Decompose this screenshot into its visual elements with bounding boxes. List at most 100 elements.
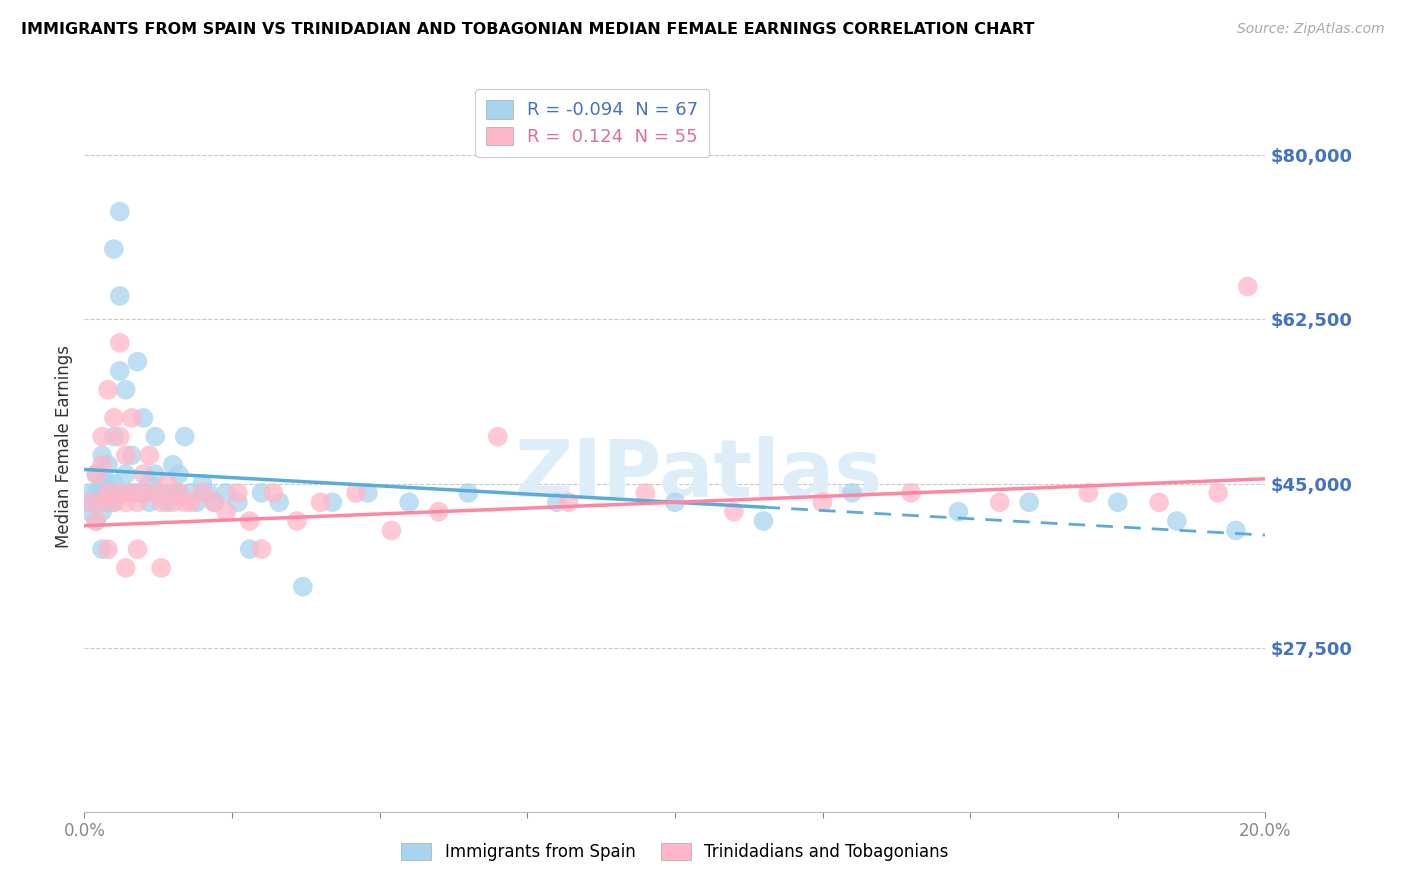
Point bbox=[91, 495, 114, 509]
Point bbox=[291, 580, 314, 594]
Point bbox=[486, 429, 509, 443]
Point bbox=[91, 458, 114, 472]
Point bbox=[108, 204, 131, 219]
Point bbox=[108, 486, 131, 500]
Point bbox=[127, 486, 149, 500]
Point bbox=[79, 495, 101, 509]
Point bbox=[900, 486, 922, 500]
Point bbox=[752, 514, 775, 528]
Point bbox=[191, 486, 214, 500]
Point bbox=[1166, 514, 1188, 528]
Point bbox=[97, 458, 120, 472]
Point bbox=[162, 486, 184, 500]
Point bbox=[186, 495, 208, 509]
Point bbox=[1206, 486, 1229, 500]
Point bbox=[132, 410, 155, 425]
Point bbox=[309, 495, 332, 509]
Point bbox=[132, 486, 155, 500]
Point bbox=[546, 495, 568, 509]
Point bbox=[156, 495, 179, 509]
Point bbox=[97, 476, 120, 491]
Point bbox=[143, 429, 166, 443]
Point bbox=[988, 495, 1011, 509]
Point bbox=[215, 486, 238, 500]
Point bbox=[215, 505, 238, 519]
Point bbox=[841, 486, 863, 500]
Point bbox=[91, 429, 114, 443]
Point bbox=[132, 486, 155, 500]
Point bbox=[1077, 486, 1099, 500]
Point bbox=[121, 486, 143, 500]
Point bbox=[127, 354, 149, 368]
Point bbox=[79, 505, 101, 519]
Point bbox=[723, 505, 745, 519]
Point bbox=[1147, 495, 1170, 509]
Point bbox=[167, 486, 190, 500]
Point bbox=[84, 514, 107, 528]
Point bbox=[108, 486, 131, 500]
Point bbox=[121, 410, 143, 425]
Point bbox=[114, 486, 136, 500]
Point bbox=[634, 486, 657, 500]
Text: IMMIGRANTS FROM SPAIN VS TRINIDADIAN AND TOBAGONIAN MEDIAN FEMALE EARNINGS CORRE: IMMIGRANTS FROM SPAIN VS TRINIDADIAN AND… bbox=[21, 22, 1035, 37]
Point bbox=[114, 449, 136, 463]
Point bbox=[108, 364, 131, 378]
Point bbox=[344, 486, 367, 500]
Point bbox=[84, 467, 107, 482]
Point bbox=[197, 486, 219, 500]
Point bbox=[97, 486, 120, 500]
Point bbox=[150, 561, 173, 575]
Point bbox=[138, 476, 160, 491]
Point bbox=[91, 476, 114, 491]
Point bbox=[250, 542, 273, 557]
Point bbox=[457, 486, 479, 500]
Legend: Immigrants from Spain, Trinidadians and Tobagonians: Immigrants from Spain, Trinidadians and … bbox=[394, 834, 956, 869]
Point bbox=[150, 495, 173, 509]
Point bbox=[357, 486, 380, 500]
Point bbox=[91, 449, 114, 463]
Point bbox=[114, 561, 136, 575]
Point bbox=[557, 495, 579, 509]
Point bbox=[162, 458, 184, 472]
Point bbox=[84, 467, 107, 482]
Point bbox=[398, 495, 420, 509]
Point bbox=[97, 542, 120, 557]
Point bbox=[91, 486, 114, 500]
Point bbox=[156, 476, 179, 491]
Point bbox=[103, 476, 125, 491]
Point bbox=[1225, 524, 1247, 538]
Point bbox=[114, 383, 136, 397]
Point bbox=[202, 495, 225, 509]
Point bbox=[226, 486, 249, 500]
Point bbox=[108, 429, 131, 443]
Point bbox=[173, 495, 195, 509]
Point bbox=[91, 505, 114, 519]
Point bbox=[1236, 279, 1258, 293]
Point bbox=[380, 524, 402, 538]
Point bbox=[84, 486, 107, 500]
Point bbox=[173, 429, 195, 443]
Point bbox=[103, 429, 125, 443]
Point bbox=[143, 486, 166, 500]
Point bbox=[321, 495, 343, 509]
Point bbox=[162, 495, 184, 509]
Point bbox=[138, 449, 160, 463]
Point bbox=[114, 495, 136, 509]
Point bbox=[167, 467, 190, 482]
Point bbox=[427, 505, 450, 519]
Point bbox=[239, 542, 262, 557]
Point bbox=[948, 505, 970, 519]
Point bbox=[1107, 495, 1129, 509]
Point bbox=[103, 242, 125, 256]
Point bbox=[103, 495, 125, 509]
Point bbox=[269, 495, 291, 509]
Point bbox=[262, 486, 284, 500]
Point bbox=[97, 383, 120, 397]
Point bbox=[108, 289, 131, 303]
Point bbox=[103, 410, 125, 425]
Point bbox=[121, 486, 143, 500]
Point bbox=[239, 514, 262, 528]
Point bbox=[108, 335, 131, 350]
Point bbox=[191, 476, 214, 491]
Point bbox=[811, 495, 834, 509]
